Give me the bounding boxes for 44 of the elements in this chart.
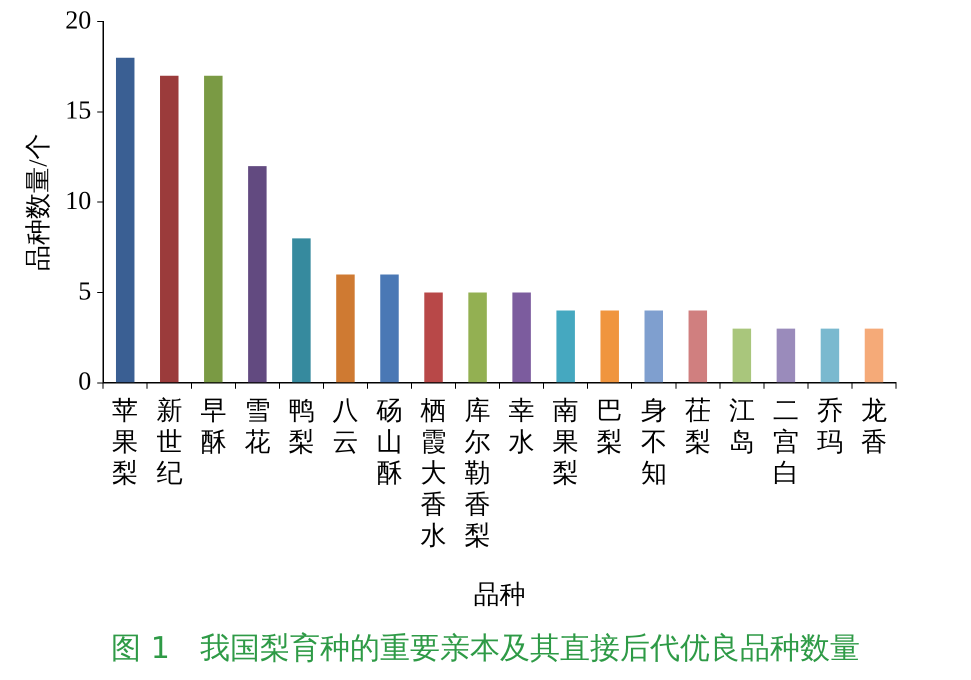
bar: [380, 274, 399, 382]
bar: [644, 310, 664, 382]
bar: [468, 292, 487, 382]
bar: [512, 292, 531, 382]
bar: [160, 76, 179, 382]
bar: [336, 274, 355, 382]
y-tick-label: 5: [78, 276, 92, 306]
y-tick-label: 20: [65, 5, 92, 34]
x-tick-label: 江岛: [728, 396, 755, 456]
bar: [864, 328, 884, 382]
x-tick-label: 龙香: [860, 396, 887, 456]
y-tick-label: 0: [78, 366, 92, 396]
bar: [292, 238, 311, 382]
y-tick-label: 10: [65, 186, 92, 216]
x-tick-label: 幸水: [508, 396, 535, 456]
bar: [820, 328, 840, 382]
bar: [600, 310, 619, 382]
x-tick-label: 栖霞大香水: [420, 396, 447, 550]
x-tick-label: 苹果梨: [112, 396, 138, 488]
x-tick-label: 雪花: [244, 396, 270, 456]
x-tick-label: 南果梨: [552, 396, 579, 488]
bar: [424, 292, 443, 382]
x-tick-label: 砀山酥: [375, 396, 402, 488]
x-tick-label: 八云: [332, 396, 358, 456]
x-tick-label: 乔玛: [816, 396, 843, 456]
x-tick-label: 早酥: [200, 396, 226, 456]
x-tick-label: 茌梨: [684, 396, 711, 456]
bar: [732, 328, 752, 382]
y-tick-label: 15: [65, 96, 92, 125]
x-tick-label: 鸭梨: [288, 396, 314, 456]
x-tick-label: 库尔勒香梨: [464, 396, 491, 550]
bar: [688, 310, 708, 382]
text: 图 1 我国梨育种的重要亲本及其直接后代优良品种数量: [110, 630, 861, 668]
x-axis-title: 品种: [474, 580, 526, 610]
bar: [248, 166, 267, 382]
bar: [204, 76, 223, 382]
x-tick-label: 身不知: [640, 396, 667, 488]
x-tick-label: 新世纪: [156, 396, 182, 488]
bar: [116, 58, 134, 382]
bar: [556, 310, 575, 382]
x-tick-label: 二宫白: [772, 396, 799, 488]
bar: [776, 328, 796, 382]
y-axis-title: 品种数量/个: [23, 134, 52, 271]
x-tick-label: 巴梨: [596, 396, 623, 456]
